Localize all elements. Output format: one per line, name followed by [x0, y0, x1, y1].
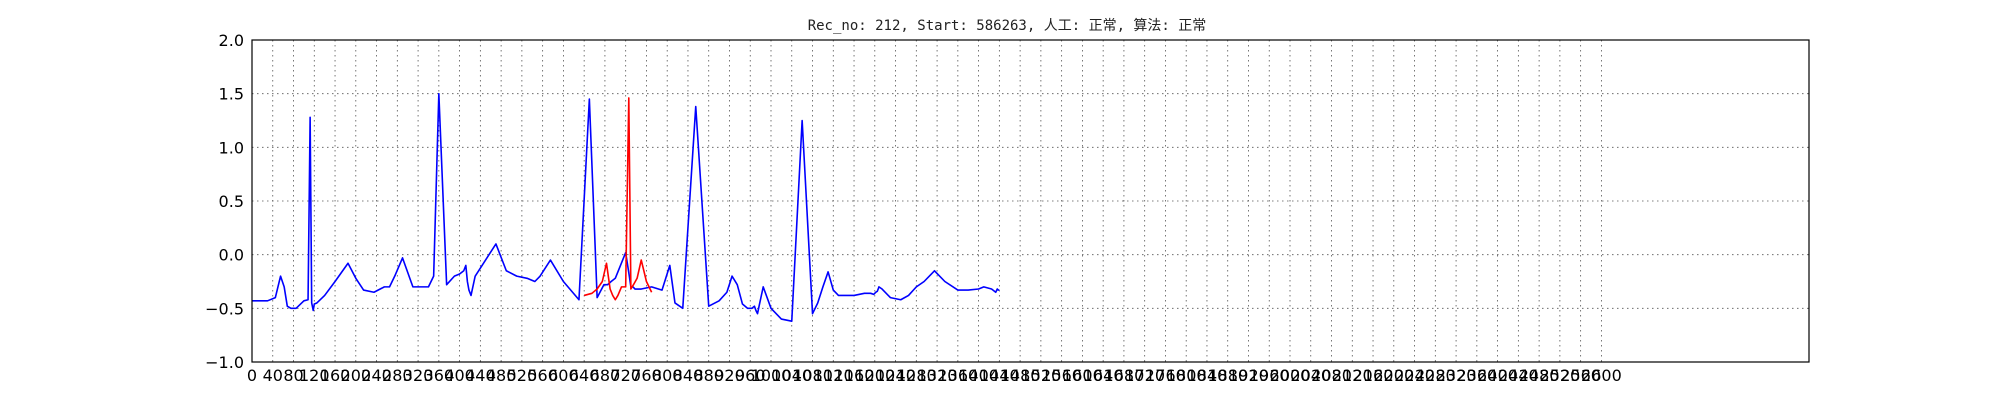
series-layer: [252, 92, 1000, 323]
x-tick-label: 2200: [1373, 366, 1414, 385]
x-tick-label: 2080: [1311, 366, 1352, 385]
x-tick-label: 200: [341, 366, 372, 385]
x-tick-label: 480: [486, 366, 517, 385]
highlighted-beat-line: [583, 97, 653, 301]
x-tick-label: 520: [507, 366, 538, 385]
plot-frame: [251, 39, 1810, 363]
x-tick-label: 1360: [937, 366, 978, 385]
x-tick-label: 2160: [1353, 366, 1394, 385]
y-tick-label: 0.5: [219, 192, 244, 211]
x-tick-label: 2120: [1332, 366, 1373, 385]
y-tick-label: 1.5: [219, 85, 244, 104]
x-tick-label: 720: [610, 366, 641, 385]
x-tick-label: 1080: [792, 366, 833, 385]
x-tick-label: 1800: [1166, 366, 1207, 385]
x-tick-label: 1880: [1207, 366, 1248, 385]
x-tick-label: 2360: [1456, 366, 1497, 385]
x-tick-label: 1920: [1228, 366, 1269, 385]
x-tick-label: 2520: [1540, 366, 1581, 385]
chart-title: Rec_no: 212, Start: 586263, 人工: 正常, 算法: …: [808, 18, 1207, 34]
x-tick-label: 160: [320, 366, 351, 385]
x-tick-label: 640: [569, 366, 600, 385]
x-tick-label: 120: [299, 366, 330, 385]
x-tick-label: 1000: [751, 366, 792, 385]
y-tick-label: 0.0: [219, 246, 244, 265]
x-tick-label: 840: [673, 366, 704, 385]
x-tick-label: 1600: [1062, 366, 1103, 385]
x-tick-label: 960: [735, 366, 766, 385]
x-tick-label: 880: [693, 366, 724, 385]
x-tick-label: 2240: [1394, 366, 1435, 385]
x-tick-label: 1440: [979, 366, 1020, 385]
x-tick-label: 1400: [958, 366, 999, 385]
y-axis: 2.0 1.5 1.0 0.5 0.0 −0.5 −1.0: [205, 31, 244, 372]
x-tick-label: 2280: [1415, 366, 1456, 385]
x-tick-label: 800: [652, 366, 683, 385]
x-tick-label: 560: [527, 366, 558, 385]
x-tick-label: 2400: [1477, 366, 1518, 385]
x-tick-label: 1560: [1041, 366, 1082, 385]
x-tick-label: 2440: [1498, 366, 1539, 385]
x-tick-label: 1200: [854, 366, 895, 385]
x-tick-label: 600: [548, 366, 579, 385]
x-tick-label: 1680: [1104, 366, 1145, 385]
x-tick-label: 360: [424, 366, 455, 385]
x-tick-label: 320: [403, 366, 434, 385]
x-tick-label: 1840: [1187, 366, 1228, 385]
x-tick-label: 1640: [1083, 366, 1124, 385]
x-tick-label: 400: [444, 366, 475, 385]
x-tick-label: 1120: [813, 366, 854, 385]
x-tick-label: 280: [382, 366, 413, 385]
x-tick-label: 2480: [1519, 366, 1560, 385]
y-tick-label: −0.5: [205, 299, 244, 318]
x-tick-label: 1520: [1021, 366, 1062, 385]
x-tick-label: 760: [631, 366, 662, 385]
y-tick-label: 2.0: [219, 31, 244, 50]
x-tick-label: 1760: [1145, 366, 1186, 385]
x-tick-label: 40: [263, 366, 283, 385]
x-tick-label: 1240: [875, 366, 916, 385]
x-tick-label: 2600: [1581, 366, 1622, 385]
x-tick-label: 2560: [1560, 366, 1601, 385]
x-tick-label: 80: [283, 366, 303, 385]
y-tick-label: 1.0: [219, 138, 244, 157]
x-tick-label: 440: [465, 366, 496, 385]
x-tick-label: 1480: [1000, 366, 1041, 385]
x-tick-label: 1960: [1249, 366, 1290, 385]
x-tick-label: 2000: [1270, 366, 1311, 385]
x-tick-label: 920: [714, 366, 745, 385]
x-tick-label: 1320: [917, 366, 958, 385]
x-tick-label: 1160: [834, 366, 875, 385]
x-tick-label: 2320: [1436, 366, 1477, 385]
x-tick-label: 2040: [1290, 366, 1331, 385]
x-tick-label: 0: [247, 366, 257, 385]
x-tick-label: 1280: [896, 366, 937, 385]
grid-lines: [251, 39, 1809, 363]
x-tick-label: 240: [361, 366, 392, 385]
x-tick-label: 680: [590, 366, 621, 385]
x-tick-label: 1720: [1124, 366, 1165, 385]
x-tick-label: 1040: [771, 366, 812, 385]
x-axis: 0 40 8012016020024028032036040044048052056…: [247, 366, 1622, 385]
y-tick-label: −1.0: [205, 353, 244, 372]
